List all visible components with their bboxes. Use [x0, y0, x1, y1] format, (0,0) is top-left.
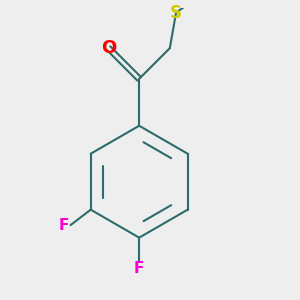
- Text: S: S: [170, 4, 182, 22]
- Text: F: F: [134, 261, 144, 276]
- Text: O: O: [101, 39, 116, 57]
- Text: F: F: [59, 218, 69, 232]
